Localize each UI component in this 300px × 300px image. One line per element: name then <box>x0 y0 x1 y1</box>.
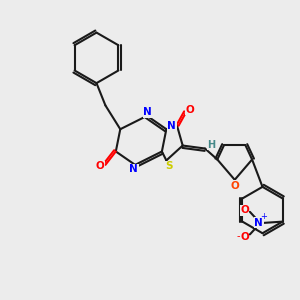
Text: O: O <box>96 161 104 171</box>
Text: H: H <box>208 140 216 150</box>
Text: N: N <box>129 164 138 174</box>
Text: S: S <box>165 161 172 171</box>
Text: N: N <box>167 121 176 131</box>
Text: O: O <box>185 105 194 115</box>
Text: N: N <box>143 107 152 117</box>
Text: O: O <box>240 205 249 215</box>
Text: O: O <box>240 232 249 242</box>
Text: -: - <box>237 231 240 241</box>
Text: O: O <box>230 181 239 191</box>
Text: N: N <box>254 218 263 227</box>
Text: +: + <box>260 212 267 221</box>
